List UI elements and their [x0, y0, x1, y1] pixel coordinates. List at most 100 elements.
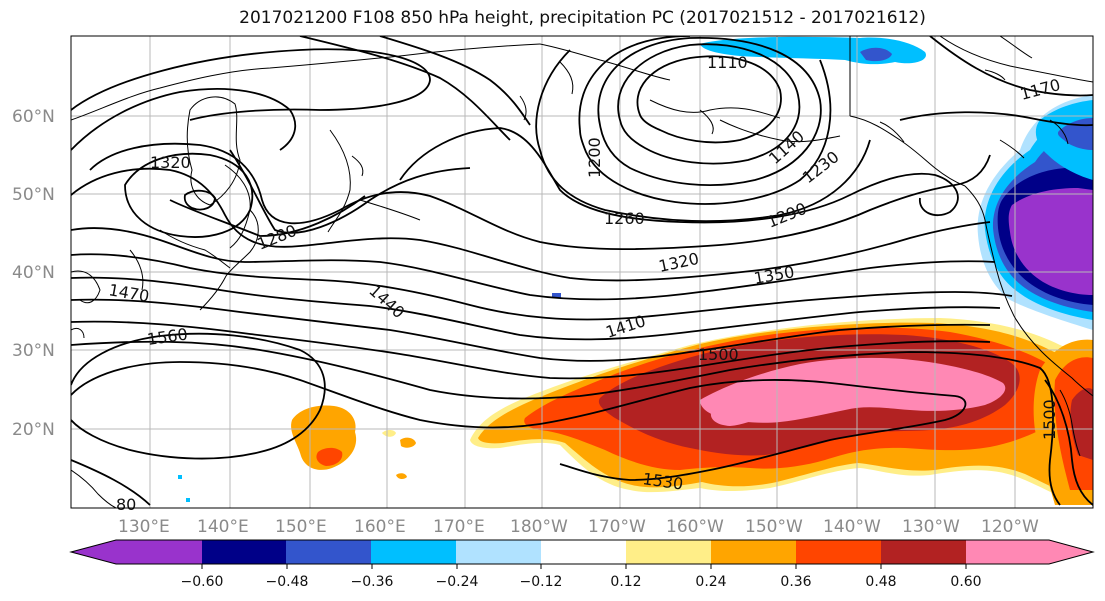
precip-nw-purple: [1008, 188, 1093, 295]
contour-1530: [71, 361, 967, 481]
lon-tick: 170°W: [588, 517, 646, 537]
lon-tick: 160°W: [666, 517, 724, 537]
contour-se-1500: [1044, 379, 1093, 506]
contour-ne-2: [899, 111, 1093, 127]
contour-label: 1200: [585, 137, 604, 178]
contour-label: 1350: [752, 262, 795, 288]
contour-label: 1320: [150, 153, 191, 172]
contour-1260: [399, 127, 959, 224]
colorbar-bin: [116, 540, 202, 564]
lon-tick: 130°W: [902, 517, 960, 537]
precip-patch-tiny-2: [400, 437, 416, 448]
lat-ticks: 60°N 50°N 40°N 30°N 20°N: [12, 107, 55, 440]
contour-1230: [535, 49, 871, 222]
colorbar-bin: [371, 540, 457, 564]
contour-1200: [578, 36, 832, 205]
contour-label-partial: 80: [116, 495, 136, 514]
coastlines: [71, 36, 1093, 508]
contour-label: 1500: [1040, 399, 1059, 440]
contour-label: 1470: [107, 280, 150, 306]
contour-1110: [636, 55, 782, 144]
contour-label: 1110: [707, 53, 748, 72]
contour-1410: [71, 276, 1001, 341]
lon-tick: 180°W: [510, 517, 568, 537]
lat-tick: 20°N: [12, 420, 55, 440]
colorbar-bin: [796, 540, 882, 564]
lon-tick: 170°E: [433, 517, 485, 537]
contour-1140: [617, 43, 801, 165]
precip-patch-tiny-1: [382, 430, 396, 437]
precip-dot-2: [178, 475, 182, 479]
contour-label: 1500: [698, 345, 739, 364]
colorbar-tick-label: −0.12: [520, 574, 563, 590]
precip-band-pink: [700, 357, 1006, 423]
colorbar-tick-label: 0.48: [865, 574, 896, 590]
height-contours: [71, 36, 1093, 506]
contour-label: 1560: [146, 324, 189, 348]
colorbar: −0.60 −0.48 −0.36 −0.24 −0.12 0.12 0.24 …: [69, 539, 1095, 590]
colorbar-bin: [1049, 540, 1093, 564]
lon-tick: 130°E: [118, 517, 170, 537]
lon-tick: 140°E: [197, 517, 249, 537]
colorbar-bin: [881, 540, 967, 564]
lat-tick: 50°N: [12, 185, 55, 205]
contour-label: 1170: [1018, 75, 1062, 104]
colorbar-bin: [966, 540, 1050, 564]
contour-1170-ne: [929, 36, 1093, 97]
colorbar-tick-label: −0.60: [181, 574, 224, 590]
contour-1170: [597, 37, 822, 187]
colorbar-tick-label: 0.12: [610, 574, 641, 590]
precip-alaska-blue: [860, 47, 892, 62]
colorbar-bin: [286, 540, 372, 564]
contour-1500: [71, 340, 1061, 506]
colorbar-tick-label: 0.36: [780, 574, 811, 590]
colorbar-tick-label: 0.24: [695, 574, 726, 590]
colorbar-bin: [202, 540, 287, 564]
contour-label: 1280: [254, 221, 299, 254]
contour-north-4: [379, 36, 531, 126]
contour-1380: [71, 253, 1013, 321]
precip-dot-1: [552, 293, 561, 298]
colorbar-bin: [626, 540, 712, 564]
colorbar-bin: [711, 540, 797, 564]
lat-tick: 40°N: [12, 263, 55, 283]
contour-sw-1: [71, 459, 151, 506]
contour-1290: [89, 142, 991, 251]
precip-band-pink-small: [710, 402, 775, 426]
colorbar-tick-label: 0.60: [950, 574, 981, 590]
colorbar-tick-label: −0.36: [351, 574, 394, 590]
contour-label: 1140: [765, 127, 808, 168]
lon-tick: 120°W: [981, 517, 1039, 537]
contour-north-3: [299, 36, 511, 141]
lon-tick: 150°W: [745, 517, 803, 537]
precip-dot-3: [186, 498, 190, 502]
lat-tick: 30°N: [12, 341, 55, 361]
colorbar-tick-label: −0.24: [436, 574, 479, 590]
contour-1440: [71, 298, 991, 362]
contour-1470: [71, 320, 991, 380]
contour-label: 1290: [764, 199, 809, 232]
contour-1320-jp: [124, 152, 254, 238]
contour-north-1: [71, 48, 431, 121]
contour-1290-west: [229, 149, 471, 234]
contour-north-2: [71, 88, 297, 151]
contour-1560: [71, 332, 326, 460]
colorbar-tick-label: −0.48: [266, 574, 309, 590]
lat-tick: 60°N: [12, 107, 55, 127]
precip-shading: [178, 36, 1093, 505]
colorbar-bin: [71, 540, 117, 564]
colorbar-bin: [541, 540, 627, 564]
contour-1280-label-line: [169, 195, 366, 237]
contour-1350-jp-closed: [183, 189, 216, 211]
contour-1350: [71, 227, 996, 301]
precip-patch-tiny-3: [396, 473, 407, 480]
precip-patch-west-core: [316, 447, 343, 466]
map-title: 2017021200 F108 850 hPa height, precipit…: [239, 8, 926, 28]
lon-tick: 150°E: [275, 517, 327, 537]
contour-1320: [71, 167, 991, 282]
lon-ticks: 130°E 140°E 150°E 160°E 170°E 180°W 170°…: [118, 517, 1039, 537]
lon-tick: 140°W: [823, 517, 881, 537]
contour-label: 1260: [604, 209, 645, 228]
map-frame: [70, 35, 1094, 509]
